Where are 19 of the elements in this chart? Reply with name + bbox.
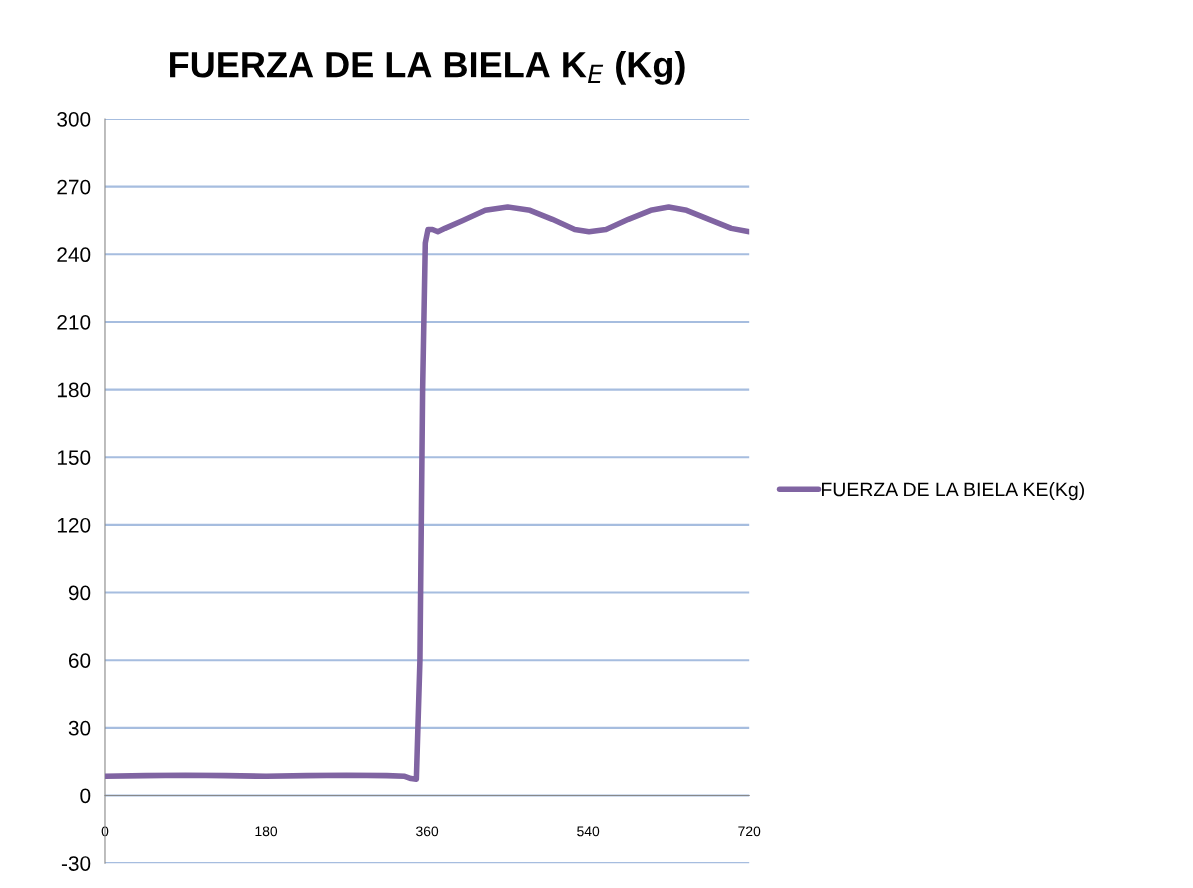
y-tick-label: -30	[61, 856, 91, 871]
y-tick-label: 300	[57, 111, 91, 127]
y-tick-label: 210	[57, 314, 91, 330]
x-tick-label: 540	[577, 826, 600, 837]
y-tick-label: 60	[68, 653, 91, 668]
x-tick-label: 720	[738, 826, 761, 837]
chart-title: FUERZA DE LA BIELA K$_{E}$ (Kg)	[170, 50, 685, 85]
y-tick-label: 240	[57, 247, 91, 263]
y-tick-label: 180	[57, 382, 91, 398]
y-tick-label: 270	[57, 179, 91, 195]
x-tick-label: 180	[255, 826, 278, 837]
y-tick-label: 120	[57, 517, 91, 533]
y-tick-label: 150	[57, 450, 91, 465]
y-tick-label: 30	[68, 720, 91, 736]
legend-label: FUERZA DE LA BIELA KE(Kg)	[822, 482, 1084, 501]
x-tick-label: 0	[101, 826, 109, 837]
y-tick-label: 0	[80, 788, 91, 804]
x-tick-label: 360	[416, 826, 439, 837]
y-tick-label: 90	[68, 585, 91, 601]
